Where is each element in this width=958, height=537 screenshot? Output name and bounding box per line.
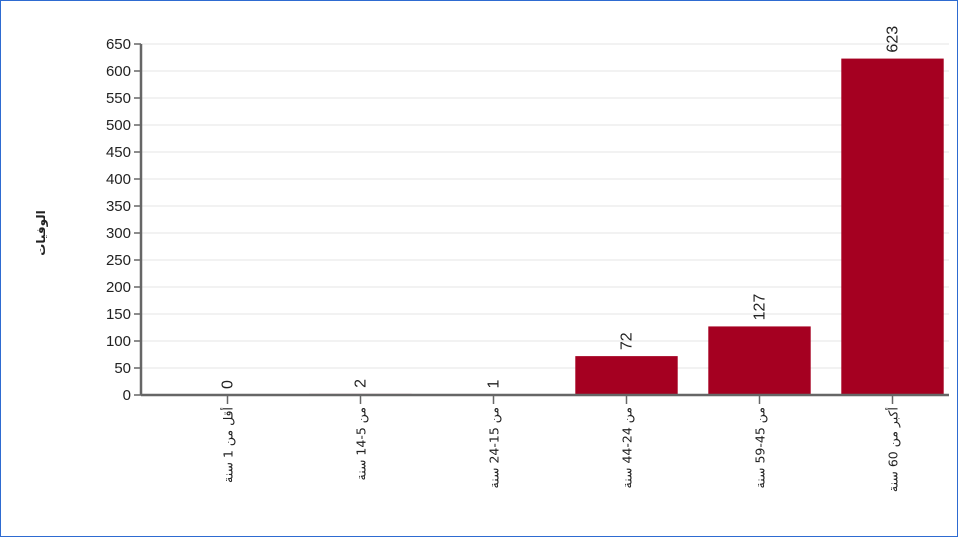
data-label: 623	[885, 26, 902, 53]
y-axis-label: الوفيات	[34, 210, 49, 255]
bars	[309, 58, 944, 396]
grid-lines	[141, 43, 949, 369]
y-tick-label: 550	[106, 90, 131, 107]
y-tick-label: 500	[106, 117, 131, 134]
y-tick-label: 150	[106, 306, 131, 323]
data-label: 1	[486, 379, 503, 388]
y-tick-label: 450	[106, 144, 131, 161]
x-tick-label: أكبر من 60 سنة	[885, 407, 902, 492]
bar	[708, 326, 811, 395]
x-tick-label: من 15-24 سنة	[487, 407, 503, 488]
data-label: 72	[619, 332, 636, 350]
x-tick-label: أقل من 1 سنة	[220, 407, 237, 483]
x-tick-label: من 45-59 سنة	[753, 407, 769, 488]
data-label: 2	[353, 379, 370, 388]
y-tick-label: 600	[106, 63, 131, 80]
y-tick-label: 100	[106, 333, 131, 350]
y-tick-label: 350	[106, 198, 131, 215]
y-tick-labels: 0 50 100 150 200 250 300 350 400 450 500 550 600 650	[106, 36, 131, 404]
data-label: 0	[220, 380, 237, 389]
bar	[575, 356, 678, 395]
data-label: 127	[752, 294, 769, 321]
data-labels: 0 2 1 72 127 623	[220, 26, 902, 389]
y-tick-label: 0	[123, 387, 131, 404]
x-tick-label: من 5-14 سنة	[354, 407, 370, 480]
y-tick-label: 50	[114, 360, 131, 377]
x-tick-labels: أقل من 1 سنة من 5-14 سنة من 15-24 سنة من 24…	[220, 407, 902, 492]
y-tick-label: 300	[106, 225, 131, 242]
bar	[841, 58, 944, 396]
y-tick-label: 650	[106, 36, 131, 53]
x-tick-label: من 24-44 سنة	[620, 407, 636, 488]
y-tick-label: 400	[106, 171, 131, 188]
y-tick-label: 200	[106, 279, 131, 296]
y-tick-label: 250	[106, 252, 131, 269]
axes	[134, 43, 949, 404]
